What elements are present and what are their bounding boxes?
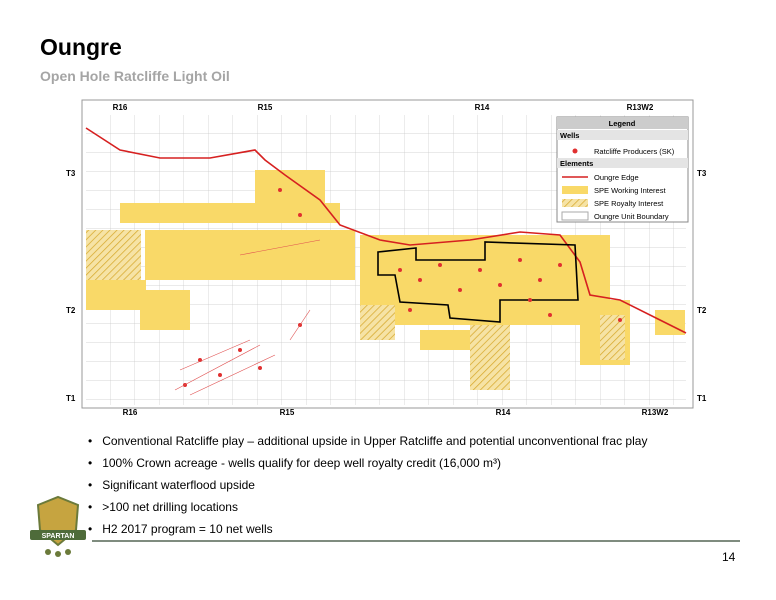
township-label: T2 — [697, 306, 707, 315]
bullet: Conventional Ratcliffe play – additional… — [88, 432, 647, 454]
township-label: T3 — [66, 169, 76, 178]
range-label: R13W2 — [642, 408, 669, 417]
legend-heading: Elements — [560, 159, 593, 168]
range-label: R14 — [475, 103, 490, 112]
bullet: Significant waterflood upside — [88, 476, 647, 498]
legend-item: SPE Working Interest — [594, 186, 666, 195]
legend-item: SPE Royalty Interest — [594, 199, 664, 208]
range-label: R16 — [113, 103, 128, 112]
range-label: R14 — [496, 408, 511, 417]
township-label: T1 — [697, 394, 707, 403]
legend-item: Oungre Edge — [594, 173, 639, 182]
legend-item: Oungre Unit Boundary — [594, 212, 669, 221]
unit-boundary — [377, 241, 579, 323]
bullet-list: Conventional Ratcliffe play – additional… — [88, 432, 647, 542]
logo-text: SPARTAN — [42, 533, 75, 540]
range-label: R16 — [123, 408, 138, 417]
range-label: R15 — [280, 408, 295, 417]
township-label: T2 — [66, 306, 76, 315]
subtitle: Open Hole Ratcliffe Light Oil — [40, 68, 230, 84]
page-number: 14 — [722, 550, 736, 564]
bullet: >100 net drilling locations — [88, 498, 647, 520]
bullet: H2 2017 program = 10 net wells — [88, 520, 647, 542]
legend-title: Legend — [609, 119, 636, 128]
township-label: T1 — [66, 394, 76, 403]
legend-item: Ratcliffe Producers (SK) — [594, 147, 675, 156]
logo: SPARTAN — [30, 495, 86, 557]
bullet: 100% Crown acreage - wells qualify for d… — [88, 454, 647, 476]
range-label: R15 — [258, 103, 273, 112]
royalty-interest — [86, 230, 625, 390]
legend: Legend Wells Ratcliffe Producers (SK) El… — [556, 116, 689, 223]
title: Oungre — [40, 34, 122, 60]
township-label: T3 — [697, 169, 707, 178]
well-paths — [174, 239, 321, 396]
range-label: R13W2 — [627, 103, 654, 112]
range-labels: R16 R15 R14 R13W2 R16 R15 R14 R13W2 T3 T… — [66, 103, 707, 417]
wells — [183, 188, 622, 387]
legend-heading: Wells — [560, 131, 579, 140]
oungre-edge — [85, 127, 687, 334]
